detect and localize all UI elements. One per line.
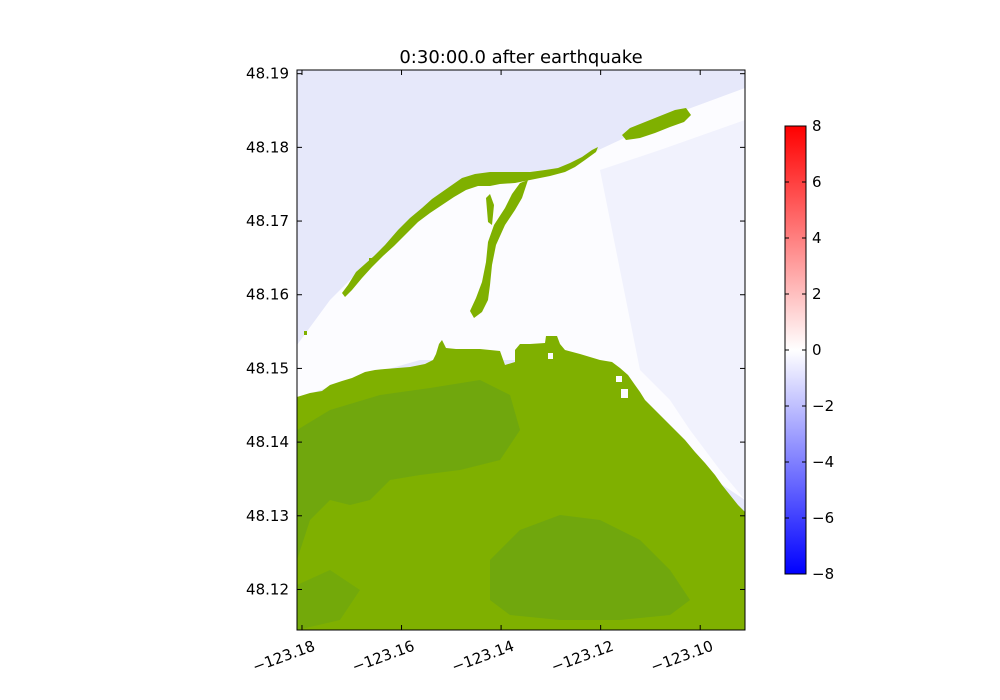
y-tick-label: 48.15 <box>246 359 289 377</box>
map-area <box>297 70 745 630</box>
colorbar-tick-label: 6 <box>812 173 822 191</box>
islet <box>369 258 373 263</box>
x-tick-label: −123.10 <box>648 637 715 676</box>
colorbar-tick-label: −4 <box>812 453 834 471</box>
y-tick-label: 48.13 <box>246 507 289 525</box>
colorbar-tick-label: 4 <box>812 229 822 247</box>
x-tick-label: −123.16 <box>350 637 417 676</box>
land-spit-north <box>342 147 598 297</box>
colorbar-tick-label: −6 <box>812 509 834 527</box>
colorbar-ticks: −8 −6 −4 −2 0 2 4 6 8 <box>785 117 834 583</box>
y-tick-label: 48.17 <box>246 212 289 230</box>
land-shade-west <box>297 380 520 560</box>
water-nearshore-east <box>600 120 745 500</box>
colorbar-tick-label: 8 <box>812 117 822 135</box>
x-tick-label: −123.12 <box>549 637 616 676</box>
plot-frame <box>296 69 746 631</box>
x-tick-label: −123.14 <box>449 637 516 676</box>
y-tick-label: 48.19 <box>246 65 289 83</box>
y-tick-label: 48.12 <box>246 580 289 598</box>
land-shade-south <box>490 515 690 620</box>
land-shade-corner <box>297 570 360 630</box>
y-axis: 48.12 48.13 48.14 48.15 48.16 48.17 48.18 48.19 <box>246 65 745 598</box>
pond <box>621 389 628 398</box>
colorbar-tick-label: 0 <box>812 341 822 359</box>
islet <box>304 331 307 335</box>
colorbar-tick-label: −2 <box>812 397 834 415</box>
colorbar-tick-label: 2 <box>812 285 822 303</box>
y-tick-label: 48.18 <box>246 138 289 156</box>
pond <box>548 353 553 359</box>
chart-title: 0:30:00.0 after earthquake <box>399 47 642 68</box>
pond <box>616 376 622 382</box>
y-tick-label: 48.14 <box>246 433 289 451</box>
land-spit-sliver <box>486 194 494 225</box>
land-spit-inner <box>470 180 528 318</box>
y-tick-label: 48.16 <box>246 286 289 304</box>
island-northeast <box>622 108 691 140</box>
x-tick-label: −123.18 <box>250 637 317 676</box>
colorbar-tick-label: −8 <box>812 565 834 583</box>
